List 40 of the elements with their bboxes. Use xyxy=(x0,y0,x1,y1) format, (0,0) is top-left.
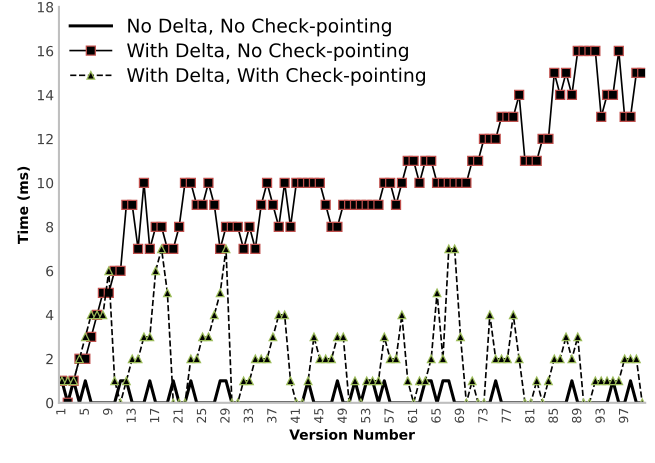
x-tick-label: 85 xyxy=(548,408,558,423)
x-tick-label: 65 xyxy=(431,408,441,423)
y-tick-label: 14 xyxy=(38,90,54,100)
y-axis-title: Time (ms) xyxy=(17,166,30,244)
x-tick-label: 53 xyxy=(360,408,370,423)
x-tick-label: 41 xyxy=(290,408,300,423)
x-tick-label: 37 xyxy=(267,408,277,423)
y-tick-label: 12 xyxy=(38,134,53,144)
y-tick-label: 18 xyxy=(38,2,54,12)
y-tick-label: 4 xyxy=(46,310,54,320)
x-tick-label: 13 xyxy=(126,408,136,422)
x-tick-label: 93 xyxy=(595,408,605,423)
x-tick-label: 89 xyxy=(572,408,582,423)
x-tick-label: 49 xyxy=(337,408,347,423)
legend-label: No Delta, No Check-pointing xyxy=(128,18,391,36)
x-tick-label: 9 xyxy=(102,408,112,415)
x-tick-label: 45 xyxy=(314,408,324,423)
y-tick-label: 6 xyxy=(46,266,54,276)
legend-label: With Delta, No Check-pointing xyxy=(127,42,408,62)
legend-label: With Delta, With Check-pointing xyxy=(127,68,425,86)
x-tick-label: 29 xyxy=(220,408,230,423)
x-tick-label: 69 xyxy=(454,408,464,423)
x-axis-title: Version Number xyxy=(289,429,415,440)
x-tick-label: 33 xyxy=(244,408,254,423)
x-tick-label: 97 xyxy=(618,408,628,423)
x-tick-label: 5 xyxy=(80,408,89,415)
y-tick-label: 10 xyxy=(38,178,54,188)
x-tick-label: 73 xyxy=(478,408,488,423)
x-tick-label: 77 xyxy=(502,408,511,423)
x-tick-label: 17 xyxy=(150,408,160,422)
y-tick-label: 16 xyxy=(38,46,54,56)
x-tick-label: 61 xyxy=(408,408,418,423)
y-tick-label: 0 xyxy=(46,398,54,408)
y-tick-label: 2 xyxy=(46,354,53,364)
x-tick-label: 21 xyxy=(173,408,183,423)
y-tick-label: 8 xyxy=(46,222,54,232)
x-tick-label: 25 xyxy=(196,408,206,423)
x-tick-label: 81 xyxy=(525,408,534,423)
x-tick-label: 1 xyxy=(56,408,66,414)
x-tick-label: 57 xyxy=(384,408,394,423)
